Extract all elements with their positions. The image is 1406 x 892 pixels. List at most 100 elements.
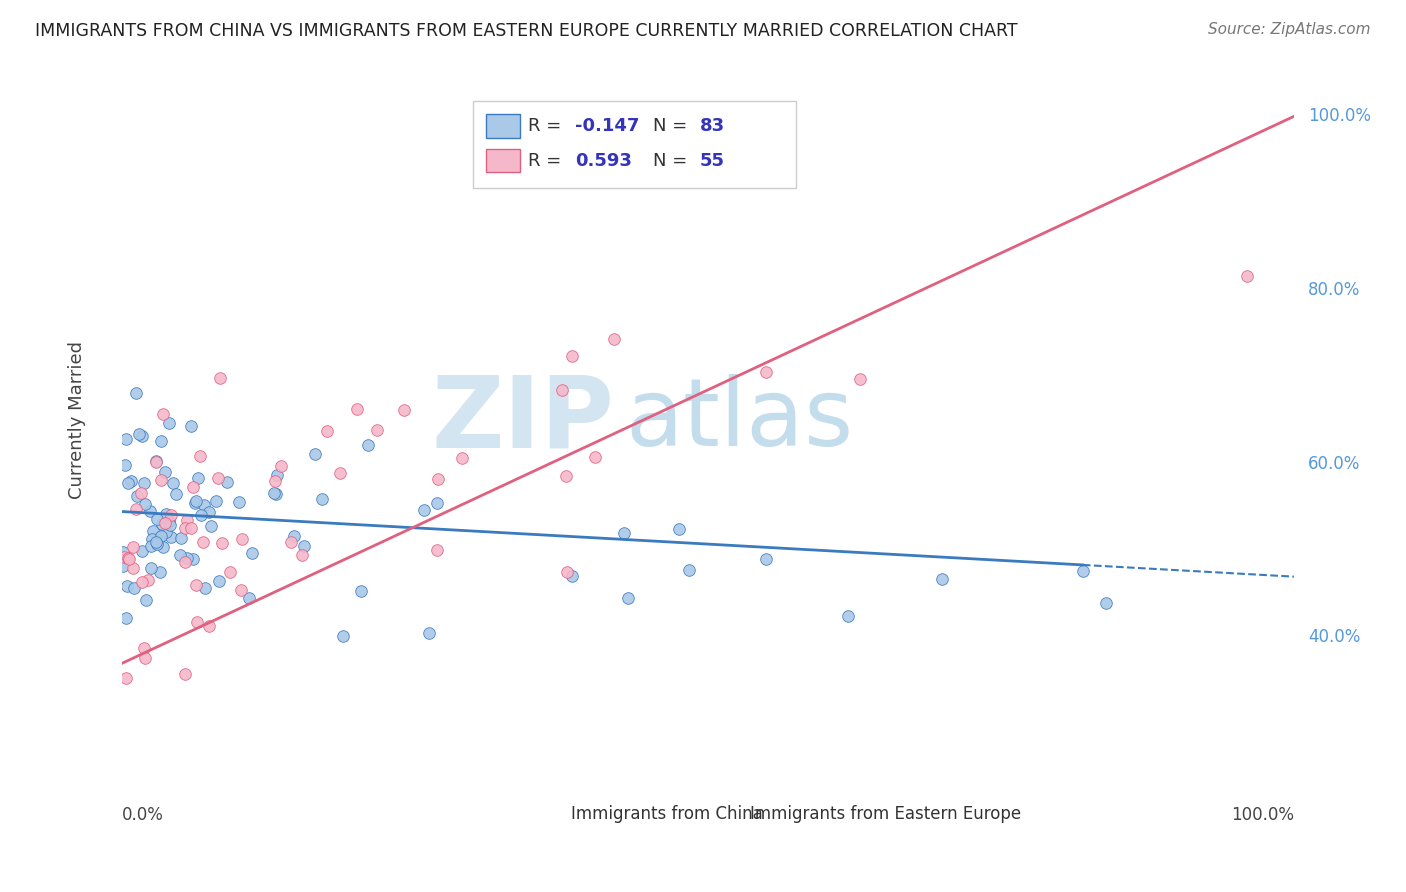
Point xyxy=(186,615,208,629)
Point xyxy=(149,434,172,448)
Point xyxy=(176,513,198,527)
Point xyxy=(131,575,153,590)
Point xyxy=(128,427,150,442)
Point xyxy=(141,532,163,546)
Point xyxy=(283,529,305,543)
Point xyxy=(176,550,198,565)
Point xyxy=(215,475,238,489)
Point xyxy=(198,618,221,632)
Text: 80.0%: 80.0% xyxy=(1308,281,1360,299)
Point xyxy=(219,565,242,579)
Point xyxy=(174,555,197,569)
Point xyxy=(146,537,169,551)
Point xyxy=(145,454,167,468)
Point xyxy=(228,495,250,509)
Point xyxy=(129,486,152,500)
Point xyxy=(193,581,215,595)
Point xyxy=(134,497,156,511)
Point xyxy=(392,403,415,417)
Point xyxy=(152,407,174,421)
Point xyxy=(304,447,326,461)
Point xyxy=(184,577,207,591)
Point xyxy=(208,371,231,385)
Point xyxy=(1236,268,1258,283)
Point xyxy=(755,365,778,379)
Text: Immigrants from China: Immigrants from China xyxy=(571,805,762,823)
Point xyxy=(131,544,153,558)
Point xyxy=(136,573,159,587)
Point xyxy=(134,640,156,655)
Point xyxy=(426,472,449,486)
Point xyxy=(561,350,583,364)
Point xyxy=(266,467,288,482)
Point xyxy=(149,565,172,579)
Point xyxy=(134,650,156,665)
Point xyxy=(165,487,187,501)
Point xyxy=(205,493,228,508)
Text: ZIP: ZIP xyxy=(432,372,614,469)
Point xyxy=(174,521,197,535)
Point xyxy=(311,492,333,507)
Point xyxy=(292,539,315,553)
Point xyxy=(551,384,574,398)
Text: 100.0%: 100.0% xyxy=(1308,107,1371,126)
Text: IMMIGRANTS FROM CHINA VS IMMIGRANTS FROM EASTERN EUROPE CURRENTLY MARRIED CORREL: IMMIGRANTS FROM CHINA VS IMMIGRANTS FROM… xyxy=(35,22,1018,40)
Text: 100.0%: 100.0% xyxy=(1230,805,1294,824)
Point xyxy=(117,550,139,565)
Text: Source: ZipAtlas.com: Source: ZipAtlas.com xyxy=(1208,22,1371,37)
Point xyxy=(141,539,163,553)
Point xyxy=(755,552,778,566)
Point xyxy=(280,534,302,549)
Point xyxy=(180,520,202,534)
Point xyxy=(555,566,578,580)
Point xyxy=(188,449,211,463)
Point xyxy=(425,496,447,510)
Point xyxy=(124,581,146,595)
Point xyxy=(118,552,141,566)
Point xyxy=(264,487,287,501)
Point xyxy=(291,548,314,562)
Point xyxy=(418,626,440,640)
Point xyxy=(346,402,368,417)
Point xyxy=(121,540,143,554)
Point xyxy=(127,489,149,503)
Point xyxy=(931,572,953,586)
Point xyxy=(149,473,172,487)
Point xyxy=(138,504,160,518)
Point xyxy=(155,516,177,530)
Point xyxy=(603,332,626,346)
Point xyxy=(146,512,169,526)
Point xyxy=(115,579,138,593)
Text: Currently Married: Currently Married xyxy=(67,342,86,500)
Point xyxy=(145,455,167,469)
Point xyxy=(329,466,352,480)
Point xyxy=(152,540,174,554)
Point xyxy=(366,423,388,437)
Point xyxy=(117,476,139,491)
Point xyxy=(155,508,177,522)
Point xyxy=(231,533,253,547)
Point xyxy=(169,549,191,563)
FancyBboxPatch shape xyxy=(714,804,745,825)
Point xyxy=(193,498,215,512)
Text: -0.147: -0.147 xyxy=(575,117,640,135)
Text: R =: R = xyxy=(529,117,568,135)
Point xyxy=(191,535,214,549)
Point xyxy=(350,583,373,598)
Text: atlas: atlas xyxy=(626,375,853,467)
Text: 0.593: 0.593 xyxy=(575,152,633,169)
Point xyxy=(159,517,181,532)
Point xyxy=(157,416,180,430)
FancyBboxPatch shape xyxy=(486,114,520,137)
Text: 40.0%: 40.0% xyxy=(1308,629,1360,647)
Point xyxy=(1095,596,1118,610)
Point xyxy=(263,486,285,500)
Point xyxy=(131,428,153,442)
Point xyxy=(208,574,231,589)
Point xyxy=(583,450,606,464)
Point xyxy=(114,458,136,472)
Text: N =: N = xyxy=(652,152,693,169)
FancyBboxPatch shape xyxy=(486,149,520,172)
Point xyxy=(125,502,148,516)
Point xyxy=(160,529,183,543)
